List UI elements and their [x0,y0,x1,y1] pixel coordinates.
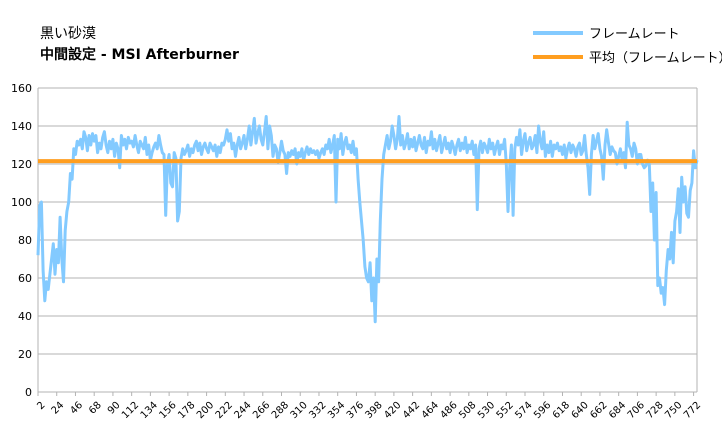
x-tick-label: 398 [364,400,385,421]
y-tick-label: 60 [18,272,32,285]
x-tick-label: 552 [495,400,516,421]
y-tick-label: 40 [18,310,32,323]
x-tick-label: 684 [607,400,628,421]
x-tick-label: 486 [438,400,459,421]
x-tick-label: 46 [68,400,85,417]
x-tick-label: 596 [532,400,553,421]
x-tick-label: 420 [382,400,403,421]
x-tick-label: 156 [157,400,178,421]
x-tick-label: 706 [626,400,647,421]
plot-area [36,115,699,324]
x-tick-label: 332 [307,400,328,421]
y-tick-label: 160 [11,82,32,95]
x-tick-label: 728 [645,400,666,421]
x-axis-tick-labels: 2 24 46 68 901121341561782002222442662883103… [35,400,703,421]
chart-title: 黒い砂漠 [40,26,96,42]
y-tick-label: 20 [18,348,32,361]
x-tick-label: 530 [476,400,497,421]
x-tick-label: 442 [401,400,422,421]
x-tick-label: 640 [570,400,591,421]
x-tick-label: 750 [663,400,684,421]
legend-label-average: 平均（フレームレート） [589,51,722,66]
y-tick-label: 100 [11,196,32,209]
y-tick-label: 80 [18,234,32,247]
x-tick-label: 178 [176,400,197,421]
chart-subtitle: 中間設定 - MSI Afterburner [40,46,239,63]
x-tick-label: 310 [289,400,310,421]
x-tick-label: 68 [87,400,104,417]
x-tick-label: 2 [35,400,47,412]
y-tick-label: 120 [11,158,32,171]
x-tick-label: 288 [270,400,291,421]
x-tick-label: 618 [551,400,572,421]
x-tick-label: 222 [214,400,235,421]
x-tick-label: 200 [195,400,216,421]
x-tick-label: 464 [420,400,441,421]
series-line-fps [36,115,699,324]
x-tick-label: 24 [50,400,67,417]
x-tick-label: 772 [682,400,703,421]
y-tick-label: 0 [25,386,32,399]
y-axis-tick-labels: 0 20 40 60 80 100 120 140 160 [11,82,32,399]
x-tick-label: 112 [120,400,141,421]
x-tick-label: 354 [326,400,347,421]
x-tick-label: 134 [139,400,160,421]
y-tick-label: 140 [11,120,32,133]
x-tick-label: 376 [345,400,366,421]
legend: フレームレート 平均（フレームレート） [533,27,722,66]
x-tick-label: 266 [251,400,272,421]
x-tick-label: 244 [232,400,253,421]
x-tick-label: 508 [457,400,478,421]
legend-label-fps: フレームレート [589,27,680,42]
x-tick-label: 662 [588,400,609,421]
x-tick-label: 574 [513,400,534,421]
